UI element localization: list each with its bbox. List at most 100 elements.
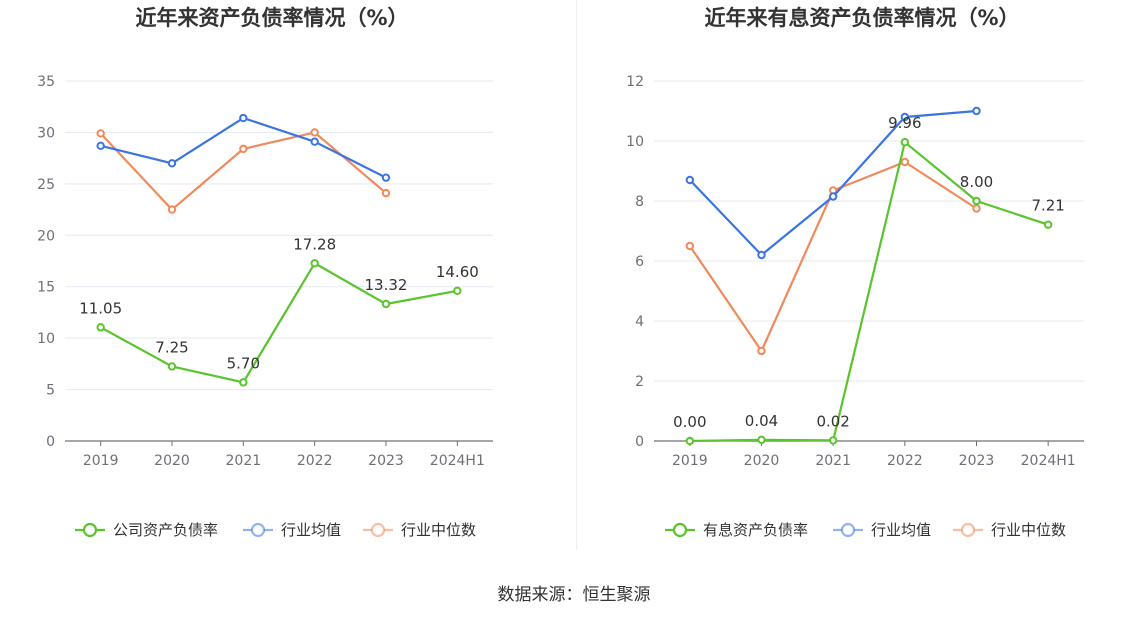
x-tick-label: 2021 — [815, 453, 851, 469]
data-point — [381, 173, 391, 182]
x-tick-label: 2024H1 — [1021, 453, 1076, 469]
data-point — [828, 192, 838, 201]
legend-label: 行业均值 — [281, 521, 341, 539]
data-point — [239, 144, 248, 154]
x-tick-label: 2021 — [226, 453, 262, 469]
series-line-1 — [100, 262, 458, 384]
x-tick-label: 2020 — [154, 453, 190, 469]
legend-label: 行业中位数 — [991, 521, 1066, 539]
data-label: 7.25 — [155, 338, 188, 356]
data-label: 5.70 — [227, 354, 260, 372]
data-label: 0.00 — [673, 413, 706, 431]
x-tick-label: 2019 — [83, 453, 119, 469]
data-label: 17.28 — [293, 235, 336, 253]
legend-marker — [672, 522, 688, 538]
series-line-1 — [689, 141, 1049, 443]
data-point — [239, 113, 248, 123]
legend-item-1: 公司资产负债率 — [75, 521, 218, 539]
chart-title: 近年来资产负债率情况（%） — [135, 6, 408, 30]
y-tick-label: 10 — [37, 331, 55, 347]
data-point — [381, 188, 391, 198]
y-tick-label: 2 — [635, 374, 644, 390]
data-point — [685, 436, 695, 446]
data-point — [310, 128, 319, 137]
x-tick-label: 2022 — [297, 453, 333, 469]
y-tick-label: 5 — [46, 383, 55, 399]
legend-item-2: 行业均值 — [243, 521, 341, 539]
data-point — [453, 286, 462, 296]
data-point — [757, 435, 766, 444]
y-tick-label: 6 — [635, 254, 644, 270]
chart-panel-interest-debt-ratio: 近年来有息资产负债率情况（%） 0 2 4 6 8 10 12 2019 2020 2021 2022… — [578, 0, 1148, 560]
y-tick-label: 8 — [635, 194, 644, 210]
panel-divider — [576, 0, 577, 550]
legend-marker — [840, 522, 856, 538]
data-point — [757, 250, 766, 260]
data-point — [828, 436, 838, 445]
x-tick-label: 2023 — [959, 453, 995, 469]
data-point — [239, 378, 248, 387]
data-point — [96, 323, 105, 332]
data-label: 9.96 — [888, 114, 921, 132]
data-label: 11.05 — [79, 299, 122, 317]
legend-item-3: 行业中位数 — [363, 521, 476, 539]
chart-title: 近年来有息资产负债率情况（%） — [704, 6, 1019, 30]
chart-panel-debt-ratio: 近年来资产负债率情况（%） 0 5 10 15 20 25 30 35 2019 2020 2021 2… — [0, 0, 575, 560]
y-tick-label: 0 — [46, 434, 55, 450]
data-point — [757, 346, 766, 356]
data-point — [972, 196, 981, 206]
legend-item-3: 行业中位数 — [953, 521, 1066, 539]
data-point — [167, 362, 177, 371]
series-line-2 — [689, 109, 977, 257]
data-point — [972, 204, 981, 213]
series-line-3 — [99, 131, 387, 211]
legend-label: 有息资产负债率 — [703, 521, 808, 539]
data-point — [310, 259, 319, 268]
x-tick-label: 2019 — [672, 453, 708, 469]
data-label: 0.04 — [745, 412, 778, 430]
data-label: 13.32 — [365, 276, 408, 294]
legend-marker — [370, 522, 386, 538]
data-label: 14.60 — [436, 263, 479, 281]
y-tick-label: 12 — [626, 74, 644, 90]
y-tick-label: 4 — [635, 314, 644, 330]
legend-item-2: 行业均值 — [833, 521, 931, 539]
legend-marker — [82, 522, 98, 538]
legend-label: 行业中位数 — [401, 521, 476, 539]
legend-marker — [250, 522, 266, 538]
data-point — [972, 106, 981, 116]
y-tick-label: 30 — [37, 125, 55, 141]
data-point — [1043, 220, 1053, 229]
data-point — [167, 159, 177, 168]
legend-label: 公司资产负债率 — [113, 521, 218, 539]
data-point — [381, 299, 391, 309]
data-source-label: 数据来源：恒生聚源 — [497, 585, 651, 605]
y-tick-label: 10 — [626, 134, 644, 150]
chart-interest-debt-ratio: 近年来有息资产负债率情况（%） 0 2 4 6 8 10 12 2019 2020 2021 2022… — [626, 6, 1084, 539]
x-tick-label: 2022 — [887, 453, 923, 469]
x-tick-label: 2020 — [744, 453, 780, 469]
data-point — [96, 129, 105, 138]
x-tick-label: 2023 — [368, 453, 404, 469]
y-tick-label: 15 — [37, 280, 55, 296]
data-point — [900, 138, 910, 147]
y-tick-label: 20 — [37, 228, 55, 244]
data-label: 8.00 — [960, 173, 993, 191]
legend-marker — [960, 522, 976, 538]
x-tick-label: 2024H1 — [430, 453, 485, 469]
data-point — [900, 157, 910, 167]
legend-item-1: 有息资产负债率 — [665, 521, 808, 539]
y-tick-label: 25 — [37, 177, 55, 193]
data-point — [685, 241, 695, 251]
legend-label: 行业均值 — [871, 521, 931, 539]
y-tick-label: 35 — [37, 74, 55, 90]
chart-debt-ratio: 近年来资产负债率情况（%） 0 5 10 15 20 25 30 35 2019 2020 2021 2… — [37, 6, 493, 539]
data-point — [96, 141, 105, 151]
data-point — [685, 175, 695, 185]
data-label: 7.21 — [1031, 197, 1064, 215]
data-point — [900, 112, 910, 122]
data-label: 0.02 — [816, 412, 849, 430]
y-tick-label: 0 — [635, 434, 644, 450]
data-point — [310, 137, 319, 146]
data-point — [167, 205, 177, 214]
